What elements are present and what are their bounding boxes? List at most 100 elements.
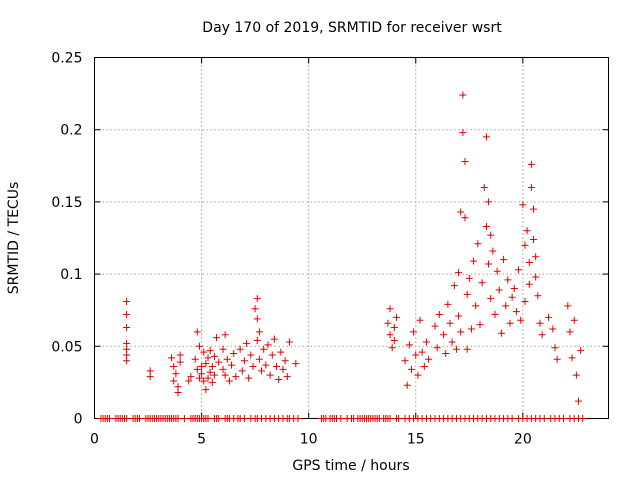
- data-point: [538, 331, 546, 339]
- x-tick-label: 20: [514, 432, 532, 448]
- data-point: [549, 325, 557, 333]
- data-point: [392, 313, 400, 321]
- data-point: [407, 365, 415, 373]
- data-point: [268, 351, 276, 359]
- zero-point: [180, 415, 188, 422]
- data-point: [202, 360, 210, 368]
- data-point: [448, 338, 456, 346]
- data-point: [455, 312, 463, 320]
- data-point: [416, 316, 424, 324]
- data-point: [485, 198, 493, 206]
- data-point: [264, 341, 272, 349]
- data-point: [123, 298, 131, 306]
- data-point: [255, 355, 263, 363]
- data-point: [491, 311, 499, 319]
- data-point: [474, 240, 482, 248]
- data-point: [191, 355, 199, 363]
- data-point: [208, 363, 216, 371]
- data-point: [204, 354, 212, 362]
- data-point: [405, 341, 413, 349]
- x-tick-label: 5: [197, 432, 206, 448]
- y-tick-label: 0.15: [51, 195, 82, 211]
- data-point: [230, 350, 238, 358]
- data-point: [253, 295, 261, 303]
- y-tick-label: 0.1: [60, 267, 82, 283]
- data-point: [433, 344, 441, 352]
- data-point: [410, 328, 418, 336]
- data-point: [418, 348, 426, 356]
- data-point: [206, 368, 214, 376]
- data-point: [273, 363, 281, 371]
- data-point: [446, 319, 454, 327]
- data-point: [527, 160, 535, 168]
- zero-point: [337, 415, 345, 422]
- zero-point: [540, 415, 548, 422]
- data-point: [525, 280, 533, 288]
- data-point: [577, 347, 585, 355]
- data-point: [193, 365, 201, 373]
- data-point: [414, 371, 422, 379]
- zero-point: [560, 415, 568, 422]
- tick-labels: 0 5 10 15 20 0 0.05 0.1 0.15 0.2 0.25: [51, 51, 531, 448]
- data-point: [519, 201, 527, 209]
- data-point: [403, 381, 411, 389]
- data-point: [572, 371, 580, 379]
- data-point: [262, 361, 270, 369]
- data-point: [170, 377, 178, 385]
- data-point: [480, 183, 488, 191]
- data-point: [176, 351, 184, 359]
- data-point: [168, 354, 176, 362]
- data-point: [455, 269, 463, 277]
- data-point: [215, 358, 223, 366]
- data-point: [476, 321, 484, 329]
- data-point: [530, 205, 538, 213]
- data-point: [450, 282, 458, 290]
- data-point: [232, 373, 240, 381]
- data-point: [495, 286, 503, 294]
- data-point: [551, 344, 559, 352]
- data-point: [575, 397, 583, 405]
- data-point: [204, 374, 212, 382]
- data-point: [420, 363, 428, 371]
- x-axis-label: GPS time / hours: [292, 458, 409, 474]
- data-point: [444, 300, 452, 308]
- data-point: [266, 371, 274, 379]
- data-point: [292, 360, 300, 368]
- zero-point: [123, 415, 131, 422]
- data-point: [386, 331, 394, 339]
- data-point: [465, 274, 473, 282]
- data-point: [422, 338, 430, 346]
- data-point: [213, 334, 221, 342]
- data-point: [198, 363, 206, 371]
- data-point: [470, 257, 478, 265]
- data-point: [532, 273, 540, 281]
- data-points: [97, 91, 587, 422]
- data-point: [482, 133, 490, 141]
- data-point: [208, 378, 216, 386]
- data-point: [570, 316, 578, 324]
- data-point: [521, 298, 529, 306]
- data-point: [285, 338, 293, 346]
- data-point: [275, 376, 283, 384]
- data-point: [527, 183, 535, 191]
- data-point: [478, 279, 486, 287]
- data-point: [390, 324, 398, 332]
- data-point: [221, 371, 229, 379]
- data-point: [521, 241, 529, 249]
- zero-point: [508, 415, 516, 422]
- data-point: [452, 345, 460, 353]
- data-point: [123, 311, 131, 319]
- data-point: [388, 344, 396, 352]
- data-point: [185, 377, 193, 385]
- x-tick-label: 0: [90, 432, 99, 448]
- data-point: [253, 315, 261, 323]
- zero-point: [215, 415, 223, 422]
- data-point: [482, 222, 490, 230]
- data-point: [253, 337, 261, 345]
- chart-title: Day 170 of 2019, SRMTID for receiver wsr…: [202, 20, 502, 36]
- data-point: [223, 355, 231, 363]
- data-point: [176, 358, 184, 366]
- data-point: [425, 355, 433, 363]
- axis-ticks: [94, 57, 609, 419]
